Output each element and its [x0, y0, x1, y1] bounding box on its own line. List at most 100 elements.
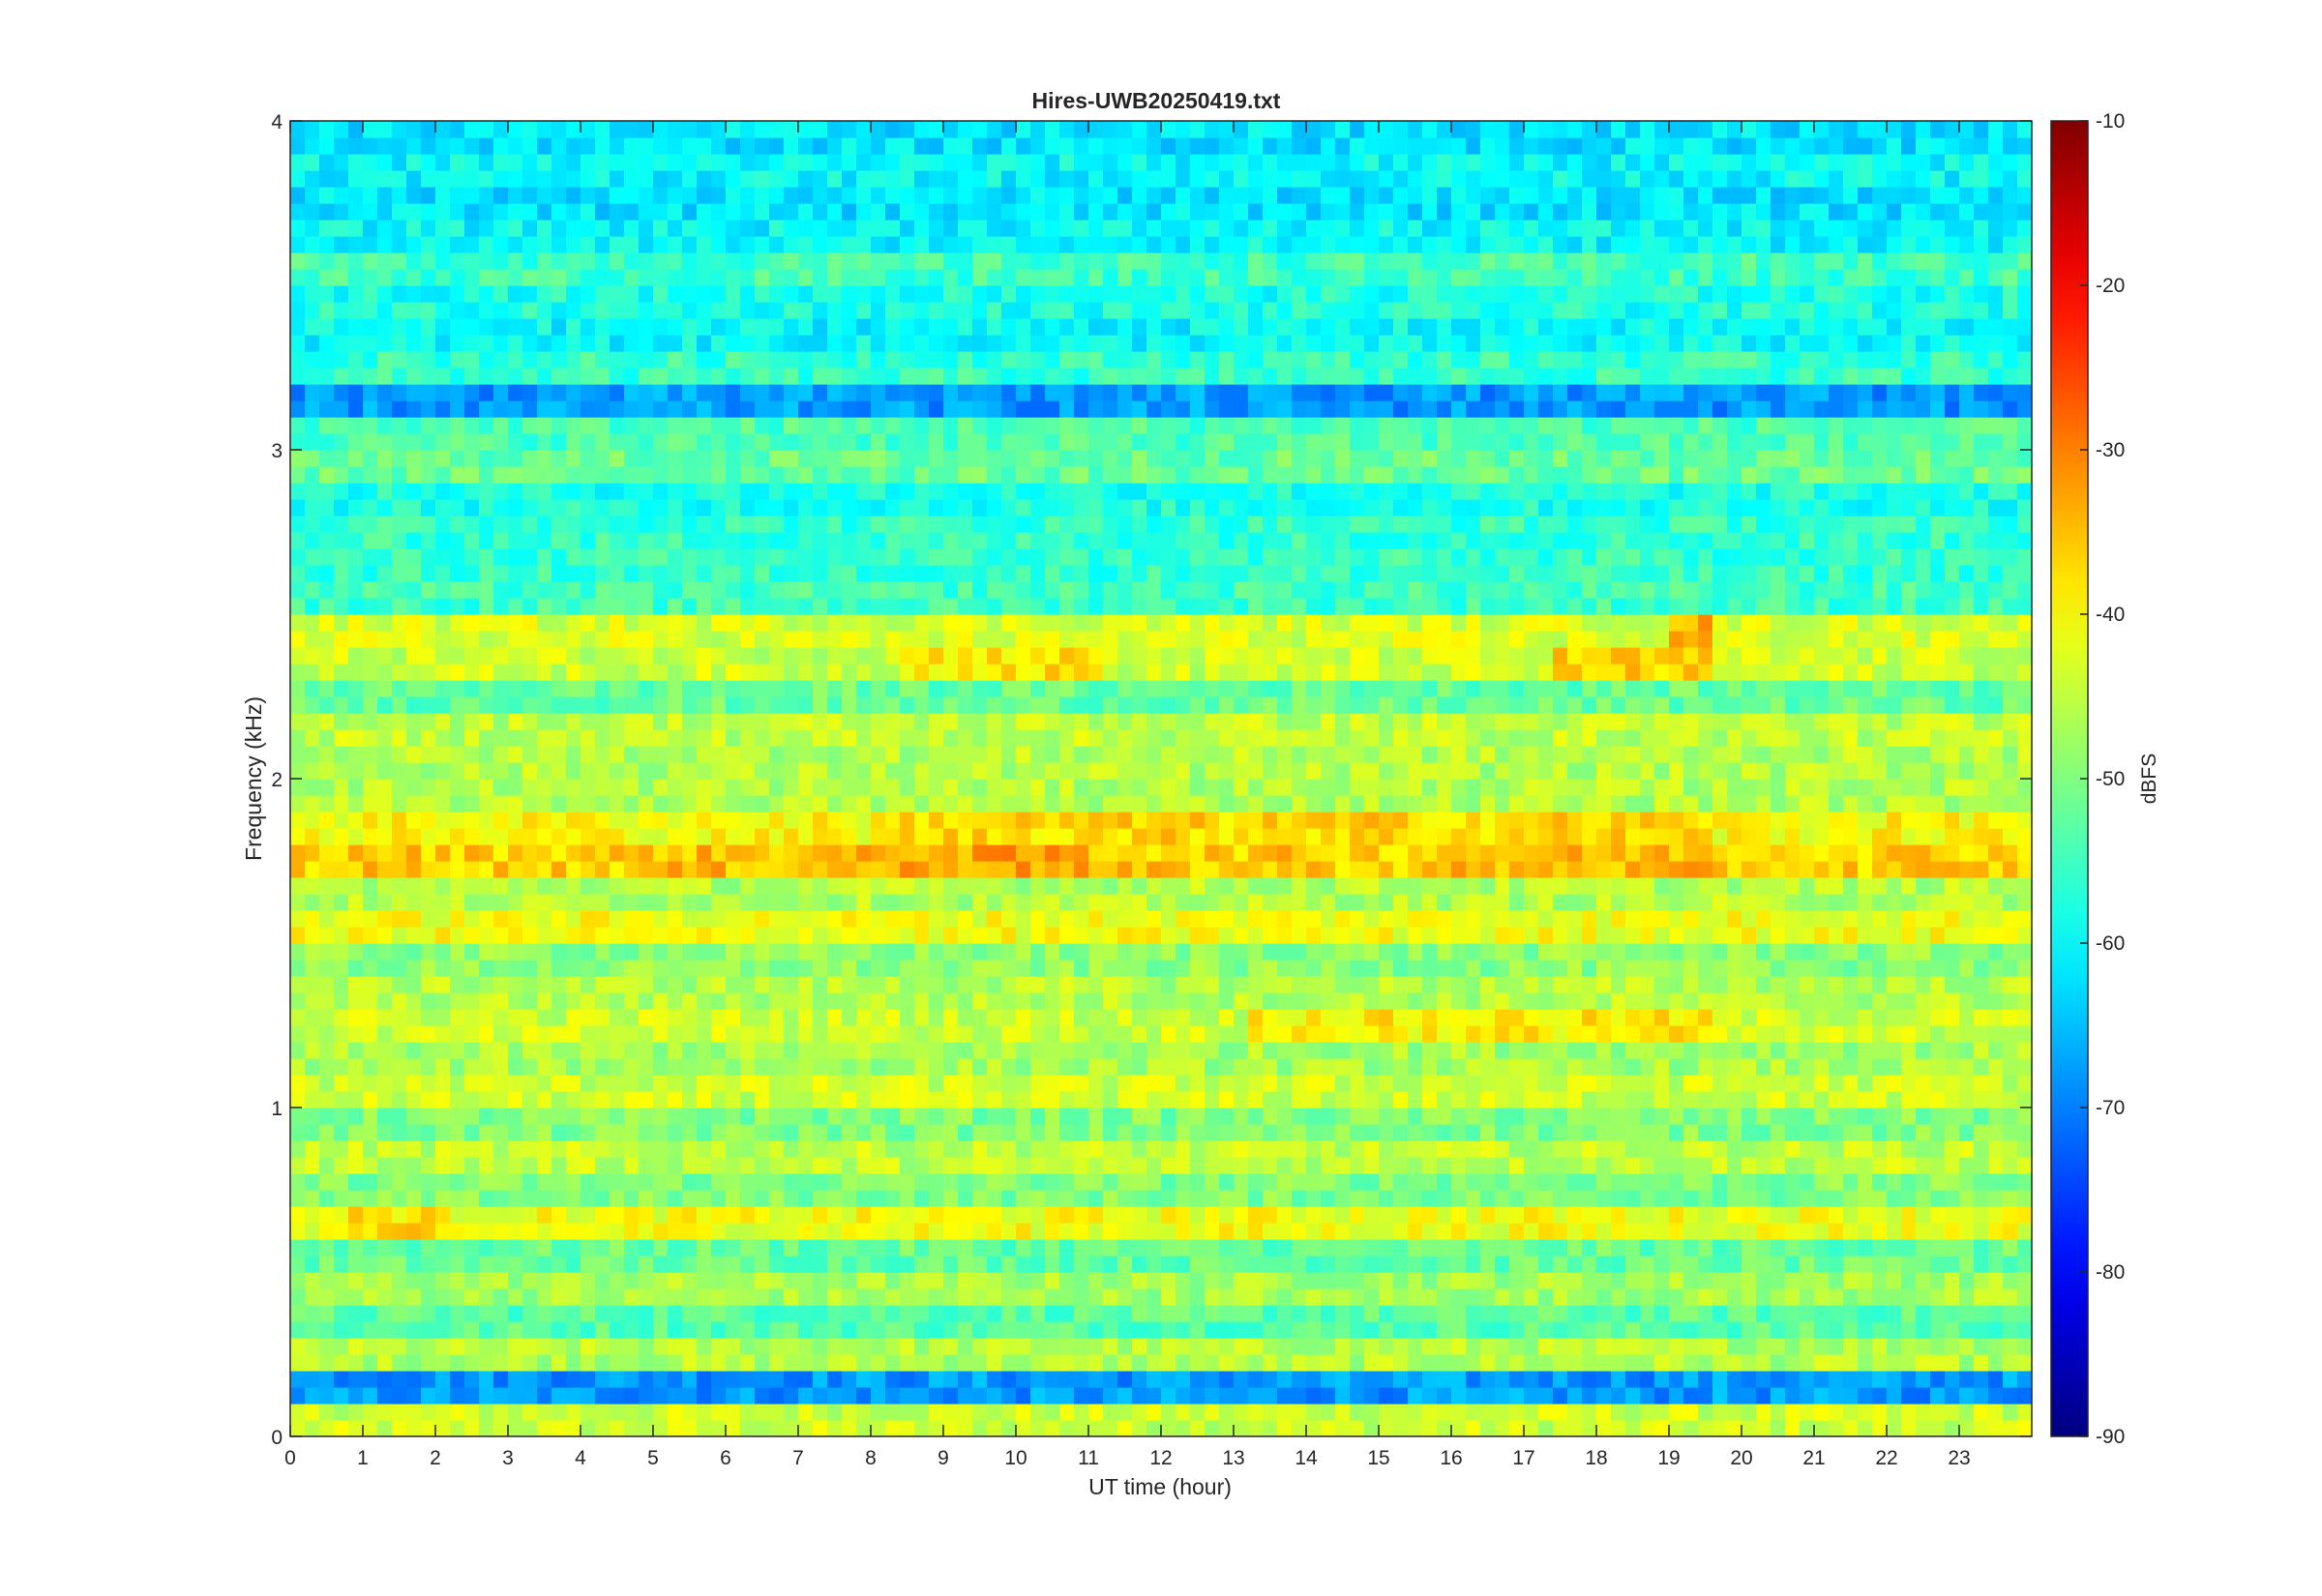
- heatmap-cell: [1161, 795, 1176, 813]
- heatmap-cell: [1640, 1256, 1655, 1273]
- heatmap-cell: [668, 927, 683, 944]
- heatmap-cell: [348, 976, 364, 993]
- heatmap-cell: [319, 1190, 335, 1207]
- heatmap-cell: [290, 976, 306, 993]
- heatmap-cell: [653, 943, 669, 961]
- heatmap-cell: [1785, 1042, 1801, 1059]
- heatmap-cell: [900, 795, 915, 813]
- heatmap-cell: [1800, 861, 1815, 878]
- heatmap-cell: [1596, 1025, 1612, 1043]
- heatmap-cell: [769, 1108, 785, 1125]
- heatmap-cell: [1480, 828, 1496, 845]
- heatmap-cell: [1451, 1404, 1467, 1421]
- heatmap-cell: [1205, 1305, 1220, 1322]
- heatmap-cell: [1945, 828, 1960, 845]
- heatmap-cell: [1800, 943, 1815, 961]
- heatmap-cell: [987, 828, 1002, 845]
- heatmap-cell: [740, 1190, 756, 1207]
- heatmap-cell: [726, 1140, 741, 1158]
- heatmap-cell: [769, 1140, 785, 1158]
- heatmap-cell: [1306, 762, 1322, 780]
- heatmap-cell: [1742, 1124, 1757, 1141]
- heatmap-cell: [1088, 1009, 1104, 1026]
- heatmap-cell: [1974, 1223, 1989, 1240]
- heatmap-cell: [1858, 795, 1873, 813]
- heatmap-cell: [726, 1223, 741, 1240]
- heatmap-cell: [1640, 1075, 1655, 1092]
- heatmap-cell: [1263, 779, 1278, 796]
- heatmap-cell: [1495, 1239, 1510, 1256]
- heatmap-cell: [1146, 1058, 1162, 1076]
- heatmap-cell: [668, 1387, 683, 1404]
- heatmap-cell: [348, 1157, 364, 1174]
- heatmap-cell: [1219, 943, 1235, 961]
- heatmap-cell: [813, 861, 828, 878]
- heatmap-cell: [871, 1223, 886, 1240]
- heatmap-cell: [1190, 795, 1206, 813]
- heatmap-cell: [1901, 927, 1917, 944]
- heatmap-cell: [1451, 1091, 1467, 1108]
- heatmap-cell: [1248, 1223, 1264, 1240]
- heatmap-cell: [900, 992, 915, 1010]
- heatmap-cell: [1393, 861, 1409, 878]
- heatmap-cell: [1916, 828, 1931, 845]
- heatmap-cell: [1364, 1223, 1380, 1240]
- heatmap-cell: [1553, 877, 1568, 895]
- heatmap-cell: [421, 894, 436, 911]
- heatmap-cell: [348, 779, 364, 796]
- heatmap-cell: [1088, 1272, 1104, 1289]
- heatmap-cell: [537, 943, 552, 961]
- heatmap-cell: [377, 861, 393, 878]
- heatmap-cell: [406, 1206, 422, 1224]
- heatmap-cell: [1916, 812, 1931, 829]
- heatmap-cell: [1887, 1091, 1902, 1108]
- heatmap-cell: [958, 762, 973, 780]
- heatmap-cell: [1234, 1025, 1249, 1043]
- heatmap-cell: [1785, 1387, 1801, 1404]
- heatmap-cell: [972, 1025, 988, 1043]
- heatmap-cell: [1901, 992, 1917, 1010]
- heatmap-cell: [726, 1075, 741, 1092]
- heatmap-cell: [1683, 1272, 1699, 1289]
- heatmap-cell: [1814, 1206, 1830, 1224]
- heatmap-cell: [305, 1420, 320, 1437]
- heatmap-cell: [1335, 1190, 1351, 1207]
- heatmap-cell: [871, 894, 886, 911]
- heatmap-cell: [740, 976, 756, 993]
- heatmap-cell: [1350, 1075, 1365, 1092]
- heatmap-cell: [1916, 861, 1931, 878]
- heatmap-cell: [1001, 877, 1017, 895]
- heatmap-cell: [784, 910, 799, 928]
- heatmap-cell: [508, 844, 523, 862]
- heatmap-cell: [769, 1206, 785, 1224]
- heatmap-cell: [1190, 1009, 1206, 1026]
- heatmap-cell: [1596, 861, 1612, 878]
- heatmap-cell: [784, 1288, 799, 1306]
- heatmap-cell: [1959, 762, 1975, 780]
- heatmap-cell: [1350, 894, 1365, 911]
- heatmap-cell: [871, 1239, 886, 1256]
- heatmap-cell: [987, 762, 1002, 780]
- heatmap-cell: [1727, 844, 1742, 862]
- heatmap-cell: [740, 1338, 756, 1355]
- heatmap-cell: [1524, 1025, 1539, 1043]
- heatmap-cell: [624, 1140, 640, 1158]
- heatmap-cell: [1930, 812, 1946, 829]
- heatmap-cell: [914, 1387, 930, 1404]
- heatmap-cell: [1132, 762, 1147, 780]
- heatmap-cell: [566, 1108, 581, 1125]
- heatmap-cell: [885, 812, 901, 829]
- heatmap-cell: [464, 1387, 480, 1404]
- heatmap-cell: [1103, 1157, 1118, 1174]
- heatmap-cell: [610, 1173, 625, 1191]
- heatmap-cell: [929, 1058, 944, 1076]
- heatmap-cell: [1480, 1371, 1496, 1388]
- heatmap-cell: [537, 910, 552, 928]
- heatmap-cell: [1001, 1091, 1017, 1108]
- heatmap-cell: [1045, 1239, 1060, 1256]
- heatmap-cell: [1872, 1354, 1888, 1372]
- heatmap-cell: [1016, 1338, 1031, 1355]
- heatmap-cell: [1364, 1091, 1380, 1108]
- heatmap-cell: [305, 1256, 320, 1273]
- heatmap-cell: [1205, 1420, 1220, 1437]
